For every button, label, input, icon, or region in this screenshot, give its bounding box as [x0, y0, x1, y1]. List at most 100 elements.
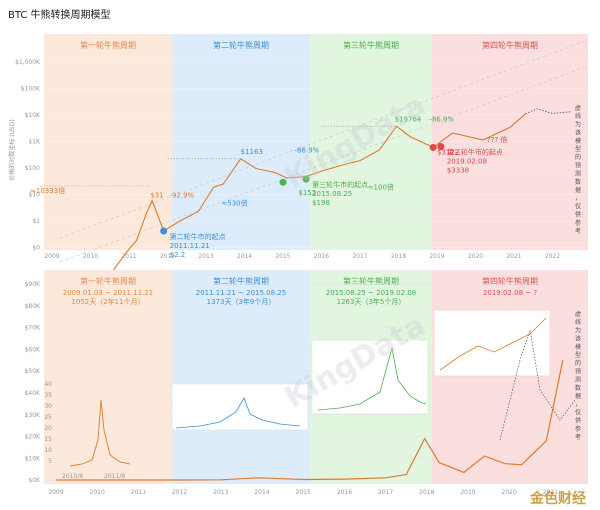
side-note-char: 供: [575, 211, 581, 219]
phase-title-3: 第三轮牛熊周期: [343, 40, 399, 50]
start-price: $198: [312, 199, 330, 207]
annotation-label: $152: [298, 189, 316, 197]
x-tick-label: 2012: [160, 253, 175, 260]
side-note-char: 该: [575, 335, 581, 343]
phase-range: 2015.08.25 ~ 2019.02.08: [326, 289, 416, 297]
y-tick-label: $1K: [28, 139, 41, 146]
start-date: 2019.02.08: [447, 158, 487, 166]
side-note-char: 模: [575, 137, 581, 145]
inset-end-label: 2011/8: [104, 473, 125, 480]
inset-tick: 15: [44, 436, 52, 443]
y-axis-label: 价格的对数坐标 (USD): [8, 119, 16, 180]
y-tick-label: $20K: [25, 434, 41, 441]
x-tick-label: 2014: [237, 253, 252, 260]
x-tick-label: 2013: [198, 253, 213, 260]
y-tick-label: $30K: [25, 412, 41, 419]
start-dot: [160, 227, 168, 235]
phase-band-2: [172, 34, 310, 250]
phase-band-4: [432, 34, 588, 250]
x-tick-label: 2009: [44, 253, 59, 260]
x-tick-label: 2018: [391, 253, 406, 260]
price-line-log: [111, 113, 526, 273]
bottom-dot: [429, 143, 437, 151]
x-tick-label: 2019: [429, 253, 444, 260]
phase-days: 1052天（2年11个月）: [71, 297, 144, 306]
y-tick-label: $90K: [25, 281, 41, 288]
y-tick-label: $1,000K: [15, 59, 41, 66]
x-tick-label: 2009: [48, 489, 63, 496]
inset-tick: 10: [44, 447, 52, 454]
phase-band-3: [310, 34, 432, 250]
side-note-char: 参: [575, 219, 581, 227]
side-note-char: 供: [575, 417, 581, 425]
x-tick-label: 2021: [506, 253, 521, 260]
inset-frame-4: [433, 309, 551, 377]
x-tick-label: 2014: [254, 489, 269, 496]
inset-frame-3: [311, 339, 429, 415]
y-tick-label: $40K: [25, 390, 41, 397]
y-tick-label: $100K: [21, 86, 41, 93]
side-note-char: ，: [575, 195, 581, 202]
y-tick-label: $10K: [25, 112, 41, 119]
y-tick-label: $60K: [25, 346, 41, 353]
annotation-label: ??? 倍: [487, 135, 507, 144]
phase-range: 2011.11.21 ~ 2015.08.25: [196, 289, 286, 297]
inset-tick: 25: [44, 414, 52, 421]
inset-tick: 20: [44, 425, 52, 432]
phase-title-1: 第一轮牛熊周期: [80, 276, 136, 286]
phase-title-2: 第二轮牛熊周期: [213, 276, 269, 286]
inset-start-label: 2010/8: [62, 473, 83, 480]
annotation-label: ≈100倍: [368, 183, 394, 192]
inset-tick: 30: [44, 403, 52, 410]
phase-title-1: 第一轮牛熊周期: [80, 40, 136, 50]
side-note-char: 为: [575, 326, 581, 334]
side-note-char: 模: [575, 343, 581, 351]
phase-days: 1373天（3年9个月）: [207, 297, 276, 306]
trend-lower: [59, 65, 589, 263]
x-tick-label: 2022: [545, 253, 560, 260]
phase-title-4: 第四轮牛熊周期: [482, 40, 538, 50]
y-tick-label: $10K: [25, 455, 41, 462]
y-tick-label: $1: [32, 218, 40, 225]
x-tick-label: 2020: [468, 253, 483, 260]
y-tick-label: $70K: [25, 325, 41, 332]
start-label: 第三轮牛市的起点: [312, 180, 368, 189]
bottom-dot: [279, 178, 287, 186]
y-tick-label: $10: [29, 192, 41, 199]
side-note-char: 测: [575, 376, 581, 384]
y-tick-label: $50K: [25, 368, 41, 375]
annotation-label: ≈10333倍: [30, 186, 65, 195]
phase-title-4: 第四轮牛熊周期: [482, 276, 538, 286]
annotation-label: $19764: [395, 115, 422, 123]
x-tick-label: 2019: [460, 489, 475, 496]
side-note-char: 为: [575, 120, 581, 128]
start-date: 2015.08.25: [312, 190, 352, 198]
x-tick-label: 2012: [172, 489, 187, 496]
start-price: $3338: [447, 167, 469, 175]
inset-line-2: [175, 397, 301, 429]
annotation-label: $1163: [241, 148, 263, 156]
side-note-char: 参: [575, 425, 581, 433]
x-tick-label: 2021: [543, 489, 558, 496]
phase-band-1: [44, 34, 172, 250]
side-note-char: 线: [575, 318, 581, 326]
start-label: 第二轮牛市的起点: [170, 232, 226, 241]
side-note-char: 该: [575, 129, 581, 137]
start-dot: [437, 143, 445, 151]
inset-frame-2: [171, 383, 309, 431]
y-tick-label: $80K: [25, 303, 41, 310]
inset-tick: 5: [48, 458, 52, 465]
phase-range: 2019.02.08 ~ ?: [483, 289, 537, 297]
phase-range: 2009.01.03 ~ 2011.11.21: [63, 289, 153, 297]
start-price: $2.2: [170, 251, 186, 259]
x-tick-label: 2018: [419, 489, 434, 496]
y-tick-label: $0K: [28, 477, 41, 484]
x-tick-label: 2017: [352, 253, 367, 260]
phase-title-2: 第二轮牛熊周期: [213, 40, 269, 50]
annotation-label: $3122: [437, 148, 459, 156]
projection-line-2: [499, 329, 576, 441]
x-tick-label: 2017: [378, 489, 393, 496]
x-tick-label: 2016: [314, 253, 329, 260]
start-label: 第三轮牛市的起点: [447, 148, 503, 157]
trend-upper: [59, 39, 589, 239]
